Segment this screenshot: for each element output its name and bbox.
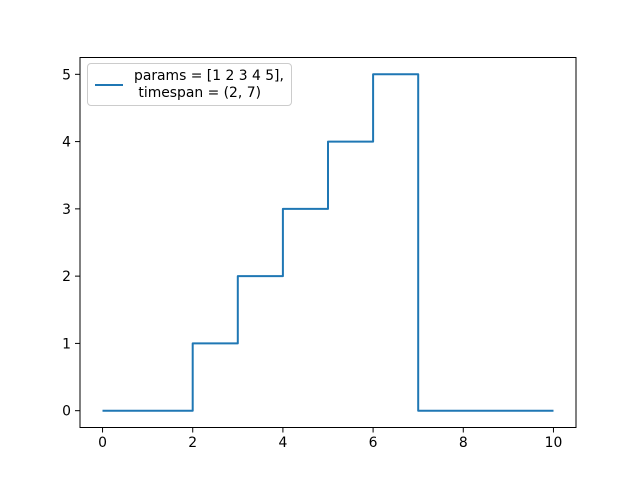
legend-line-sample	[95, 83, 123, 86]
y-tick-label: 5	[62, 67, 71, 83]
axes-frame	[79, 57, 577, 428]
y-tick-label: 3	[62, 202, 71, 218]
x-tick-label: 2	[188, 435, 197, 451]
y-tick-label: 1	[62, 336, 71, 352]
y-tick-label: 0	[62, 404, 71, 420]
x-tick-label: 4	[278, 435, 287, 451]
y-tick-label: 2	[62, 269, 71, 285]
y-tick-label: 4	[62, 135, 71, 151]
x-tick-label: 6	[369, 435, 378, 451]
x-tick-label: 8	[459, 435, 468, 451]
legend: params = [1 2 3 4 5], timespan = (2, 7)	[87, 63, 292, 107]
legend-label: params = [1 2 3 4 5], timespan = (2, 7)	[134, 68, 284, 101]
x-tick-label: 10	[545, 435, 563, 451]
step-line-series	[102, 73, 554, 412]
x-tick-label: 0	[98, 435, 107, 451]
